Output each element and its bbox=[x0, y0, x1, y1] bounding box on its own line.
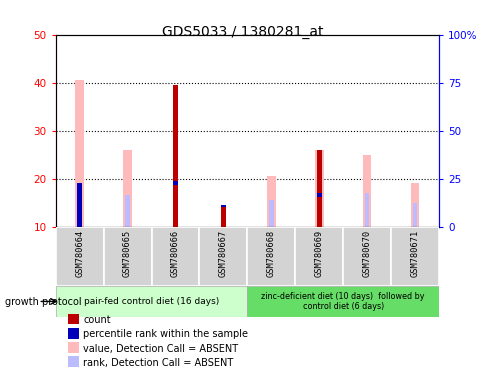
Bar bbox=[173, 181, 178, 185]
Bar bbox=[364, 193, 369, 227]
Bar bbox=[75, 80, 84, 227]
Text: value, Detection Call = ABSENT: value, Detection Call = ABSENT bbox=[83, 344, 238, 354]
Bar bbox=[77, 184, 82, 227]
Bar bbox=[362, 155, 371, 227]
Bar bbox=[56, 286, 247, 317]
Bar bbox=[266, 176, 275, 227]
Bar bbox=[77, 184, 82, 227]
Text: GSM780664: GSM780664 bbox=[75, 230, 84, 277]
Bar bbox=[56, 227, 104, 286]
Bar bbox=[268, 200, 273, 227]
Bar bbox=[412, 203, 417, 227]
Bar bbox=[199, 227, 247, 286]
Text: percentile rank within the sample: percentile rank within the sample bbox=[83, 329, 248, 339]
Bar bbox=[173, 85, 178, 227]
Bar bbox=[316, 193, 321, 227]
Bar bbox=[247, 227, 295, 286]
Text: GSM780668: GSM780668 bbox=[266, 230, 275, 277]
Bar bbox=[151, 227, 199, 286]
Text: count: count bbox=[83, 315, 111, 325]
Text: pair-fed control diet (16 days): pair-fed control diet (16 days) bbox=[84, 297, 219, 306]
Bar bbox=[343, 227, 390, 286]
Bar bbox=[410, 184, 419, 227]
Bar bbox=[247, 286, 438, 317]
Bar bbox=[316, 150, 321, 227]
Text: rank, Detection Call = ABSENT: rank, Detection Call = ABSENT bbox=[83, 358, 233, 368]
Text: GSM780670: GSM780670 bbox=[362, 230, 371, 277]
Bar bbox=[390, 227, 438, 286]
Bar bbox=[104, 227, 151, 286]
Bar bbox=[221, 205, 226, 207]
Bar bbox=[221, 207, 226, 227]
Bar bbox=[125, 195, 130, 227]
Text: GSM780669: GSM780669 bbox=[314, 230, 323, 277]
Text: GSM780665: GSM780665 bbox=[123, 230, 132, 277]
Text: GDS5033 / 1380281_at: GDS5033 / 1380281_at bbox=[162, 25, 322, 39]
Bar bbox=[295, 227, 343, 286]
Bar bbox=[314, 150, 323, 227]
Text: GSM780666: GSM780666 bbox=[171, 230, 180, 277]
Text: GSM780667: GSM780667 bbox=[218, 230, 227, 277]
Text: growth protocol: growth protocol bbox=[5, 297, 81, 307]
Bar bbox=[316, 193, 321, 197]
Bar bbox=[123, 150, 132, 227]
Text: zinc-deficient diet (10 days)  followed by
control diet (6 days): zinc-deficient diet (10 days) followed b… bbox=[261, 292, 424, 311]
Text: GSM780671: GSM780671 bbox=[409, 230, 419, 277]
